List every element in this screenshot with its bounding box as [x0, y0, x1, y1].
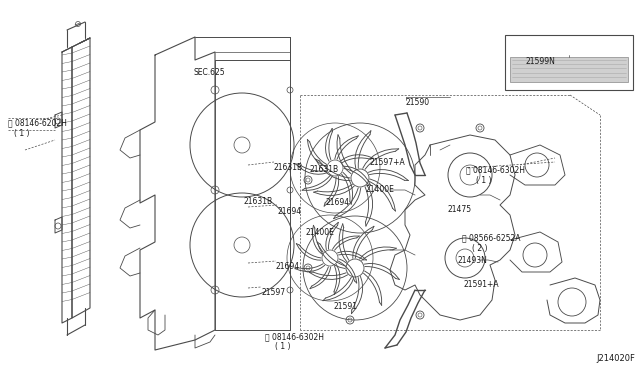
Text: 21694: 21694 [277, 207, 301, 216]
Text: 21631B: 21631B [310, 165, 339, 174]
Text: 21597: 21597 [261, 288, 285, 297]
Text: 21694: 21694 [326, 198, 350, 207]
Text: ( 1 ): ( 1 ) [476, 176, 492, 185]
Text: 21631B: 21631B [243, 197, 272, 206]
Text: 21694: 21694 [276, 262, 300, 271]
Bar [510, 57, 628, 82]
Text: 21400E: 21400E [306, 228, 335, 237]
Text: 21590: 21590 [406, 98, 430, 107]
Text: ( 1 ): ( 1 ) [275, 342, 291, 351]
Text: Ⓐ 08146-6302H: Ⓐ 08146-6302H [466, 165, 525, 174]
Text: Ⓑ 08146-6202H: Ⓑ 08146-6202H [8, 118, 67, 127]
Text: Ⓑ 08146-6302H: Ⓑ 08146-6302H [265, 332, 324, 341]
Text: 21599N: 21599N [525, 57, 555, 66]
Bar [505, 35, 633, 90]
Text: 21493N: 21493N [457, 256, 487, 265]
Text: Ⓢ 08566-6252A: Ⓢ 08566-6252A [462, 233, 520, 242]
Text: 21475: 21475 [448, 205, 472, 214]
Text: 21597+A: 21597+A [369, 158, 404, 167]
Text: ( 1 ): ( 1 ) [14, 129, 29, 138]
Text: 21631B: 21631B [274, 163, 303, 172]
Text: J214020F: J214020F [596, 354, 635, 363]
Text: 21400E: 21400E [365, 185, 394, 194]
Text: SEC.625: SEC.625 [193, 68, 225, 77]
Text: ( 2 ): ( 2 ) [472, 244, 488, 253]
Text: 21591+A: 21591+A [463, 280, 499, 289]
Text: 21591: 21591 [333, 302, 357, 311]
